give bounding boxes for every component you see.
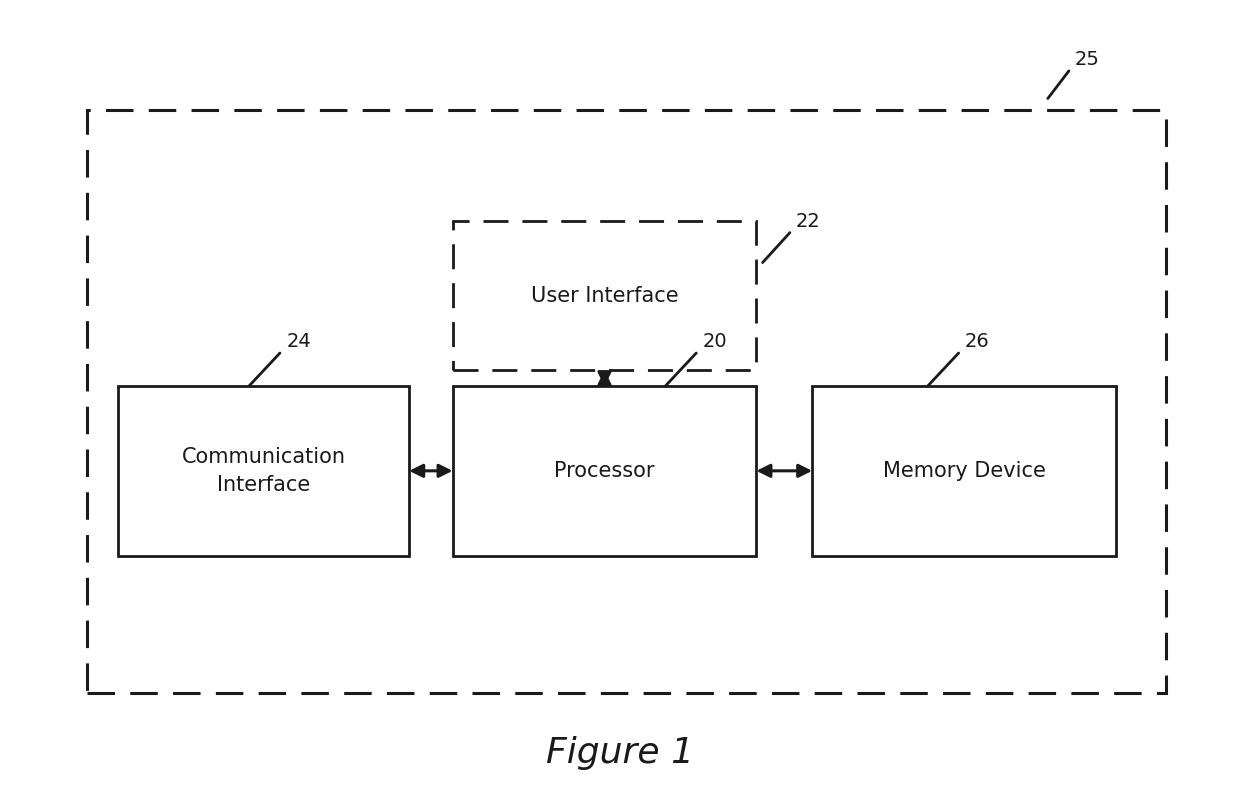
Text: 22: 22 [796,212,821,231]
Text: Memory Device: Memory Device [883,461,1045,481]
Bar [118,386,409,556]
Text: 20: 20 [702,333,727,351]
Bar [87,110,1166,693]
Text: User Interface: User Interface [531,285,678,306]
Text: Processor: Processor [554,461,655,481]
Bar [453,386,756,556]
Text: 25: 25 [1075,50,1100,69]
Bar [812,386,1116,556]
Text: Figure 1: Figure 1 [546,735,694,770]
Text: 24: 24 [286,333,311,351]
Bar [453,221,756,370]
Text: Communication
Interface: Communication Interface [181,447,346,495]
Text: 26: 26 [965,333,990,351]
